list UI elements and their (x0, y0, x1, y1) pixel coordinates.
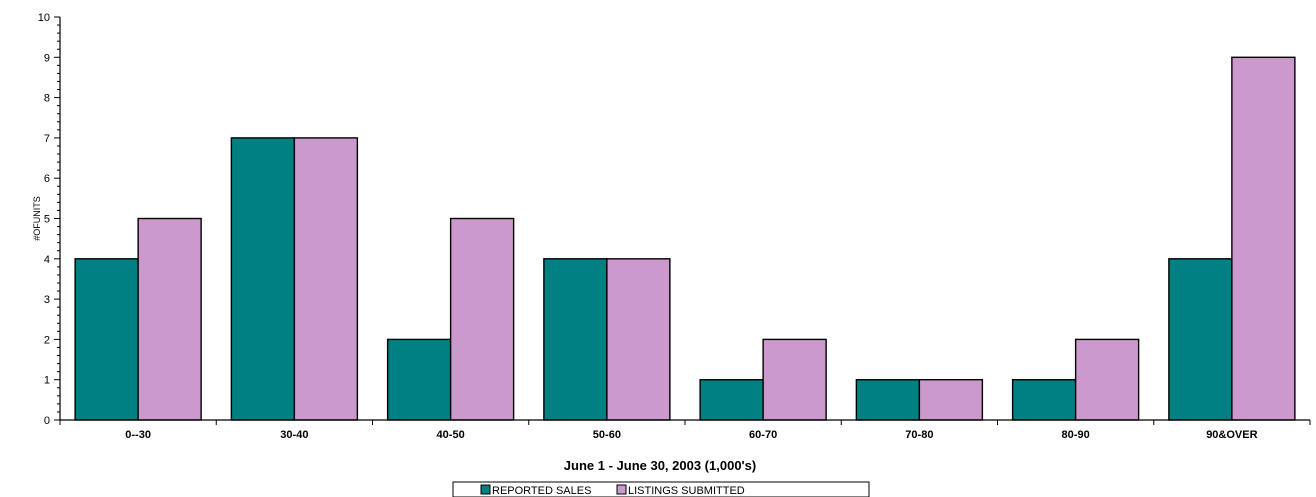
bar-listings-submitted (293, 137, 359, 421)
legend-swatch-reported-sales (480, 484, 491, 495)
bar-listings-submitted (606, 258, 671, 421)
x-tick-label: 50-60 (593, 429, 621, 441)
legend-swatch-listings-submitted (616, 484, 627, 495)
y-tick-label: 4 (44, 254, 50, 266)
bar-reported-sales (386, 338, 452, 421)
y-tick-label: 2 (44, 334, 50, 346)
y-tick-label: 6 (44, 173, 50, 185)
bar-listings-submitted (1074, 338, 1140, 421)
y-tick-label: 1 (44, 375, 50, 387)
x-tick-label: 60-70 (749, 429, 777, 441)
y-tick-label: 5 (44, 214, 50, 226)
legend-label-listings-submitted: LISTINGS SUBMITTED (628, 485, 745, 497)
bar-listings-submitted (1231, 56, 1296, 421)
x-tick-label: 70-80 (905, 429, 933, 441)
x-tick-label: 80-90 (1062, 429, 1090, 441)
bar-reported-sales (74, 258, 139, 421)
x-tick-label: 90&OVER (1206, 429, 1257, 441)
bar-reported-sales (1011, 379, 1077, 421)
y-tick-label: 8 (44, 93, 50, 105)
legend-box (452, 481, 870, 497)
x-axis-label: June 1 - June 30, 2003 (1,000's) (564, 458, 756, 473)
y-tick-label: 9 (44, 52, 50, 64)
legend-label-reported-sales: REPORTED SALES (492, 485, 591, 497)
y-tick-label: 7 (44, 133, 50, 145)
y-axis: 0 1 2 3 4 5 6 7 8 9 10 (38, 12, 61, 427)
bar-reported-sales (855, 379, 921, 421)
x-axis: 0--30 30-40 40-50 50-60 60-70 70-80 80-90 90&OV… (59, 419, 1311, 441)
bar-listings-submitted (918, 379, 984, 421)
x-tick-label: 30-40 (280, 429, 308, 441)
bar-listings-submitted (137, 217, 202, 421)
x-tick-label: 40-50 (437, 429, 465, 441)
legend: REPORTED SALES LISTINGS SUBMITTED (452, 481, 870, 497)
y-tick-label: 10 (38, 12, 50, 24)
bar-listings-submitted (449, 217, 515, 421)
bar-reported-sales (230, 137, 296, 421)
bar-listings-submitted (762, 338, 827, 421)
bar-reported-sales (1168, 258, 1233, 421)
y-tick-label: 3 (44, 294, 50, 306)
x-tick-label: 0--30 (125, 429, 151, 441)
y-axis-label: #OFUNITS (32, 196, 42, 241)
bar-reported-sales (543, 258, 608, 421)
y-tick-label: 0 (44, 415, 50, 427)
bar-reported-sales (699, 379, 764, 421)
bars (74, 56, 1296, 421)
